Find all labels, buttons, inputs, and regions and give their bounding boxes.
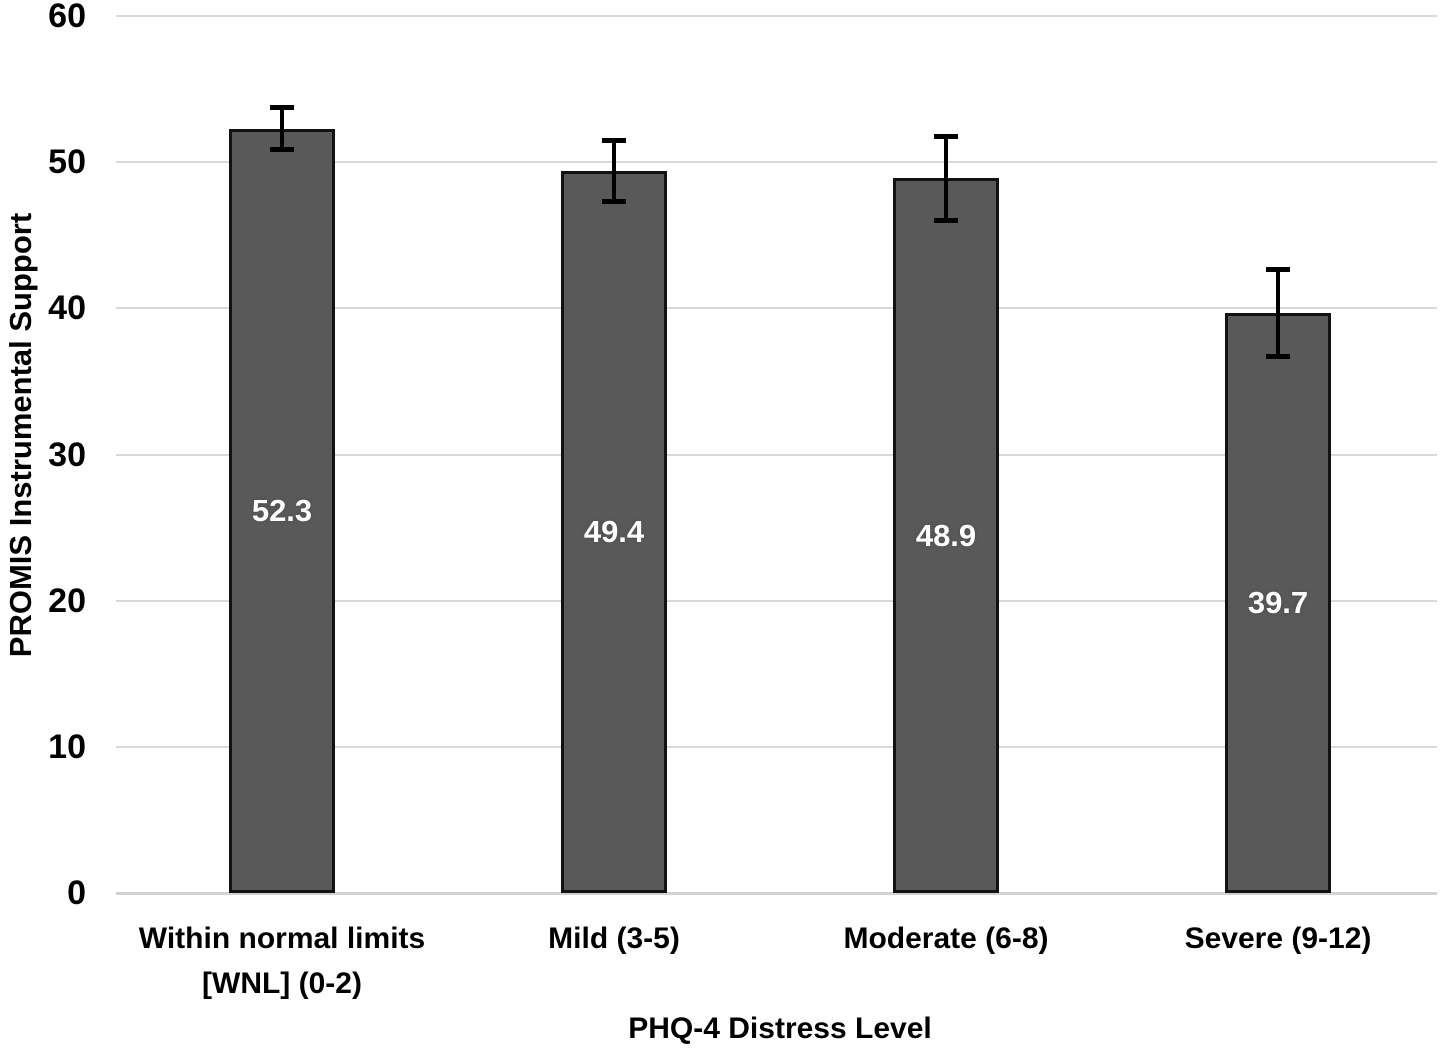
gridline [116, 745, 1437, 748]
y-tick-label: 30 [48, 435, 86, 474]
error-bar-top-cap [602, 138, 626, 144]
bar-value-label: 52.3 [251, 492, 313, 528]
error-bar-bottom-cap [602, 198, 626, 204]
x-category-label: Severe (9-12) [1184, 922, 1372, 955]
error-bar-line [612, 140, 616, 202]
gridline [116, 161, 1437, 164]
gridline [116, 453, 1437, 456]
bar [1225, 312, 1331, 893]
y-tick-label: 40 [48, 289, 86, 328]
bar-value-label: 39.7 [1247, 584, 1309, 620]
bar-value-label: 49.4 [583, 513, 645, 549]
x-axis-title: PHQ-4 Distress Level [628, 1012, 932, 1045]
error-bar-top-cap [1266, 266, 1290, 272]
error-bar-line [280, 106, 284, 151]
y-tick-label: 20 [48, 581, 86, 620]
gridline [116, 599, 1437, 602]
error-bar-bottom-cap [934, 217, 958, 223]
x-category-label: Within normal limits [WNL] (0-2) [138, 922, 426, 1000]
error-bar-top-cap [934, 133, 958, 139]
gridline [116, 307, 1437, 310]
error-bar-bottom-cap [270, 147, 294, 153]
y-tick-label: 10 [48, 727, 86, 766]
gridline [116, 15, 1437, 17]
y-tick-label: 0 [67, 874, 86, 912]
bar-value-label: 48.9 [915, 517, 977, 553]
error-bar-bottom-cap [1266, 353, 1290, 359]
error-bar-line [944, 135, 948, 221]
error-bar-top-cap [270, 104, 294, 110]
x-category-label: Mild (3-5) [548, 922, 680, 955]
x-category-label: Moderate (6-8) [843, 922, 1049, 955]
error-bar-line [1276, 268, 1280, 357]
y-tick-label: 60 [48, 0, 86, 35]
x-axis-line [116, 892, 1437, 895]
y-tick-label: 50 [48, 143, 86, 182]
bar [561, 170, 667, 893]
